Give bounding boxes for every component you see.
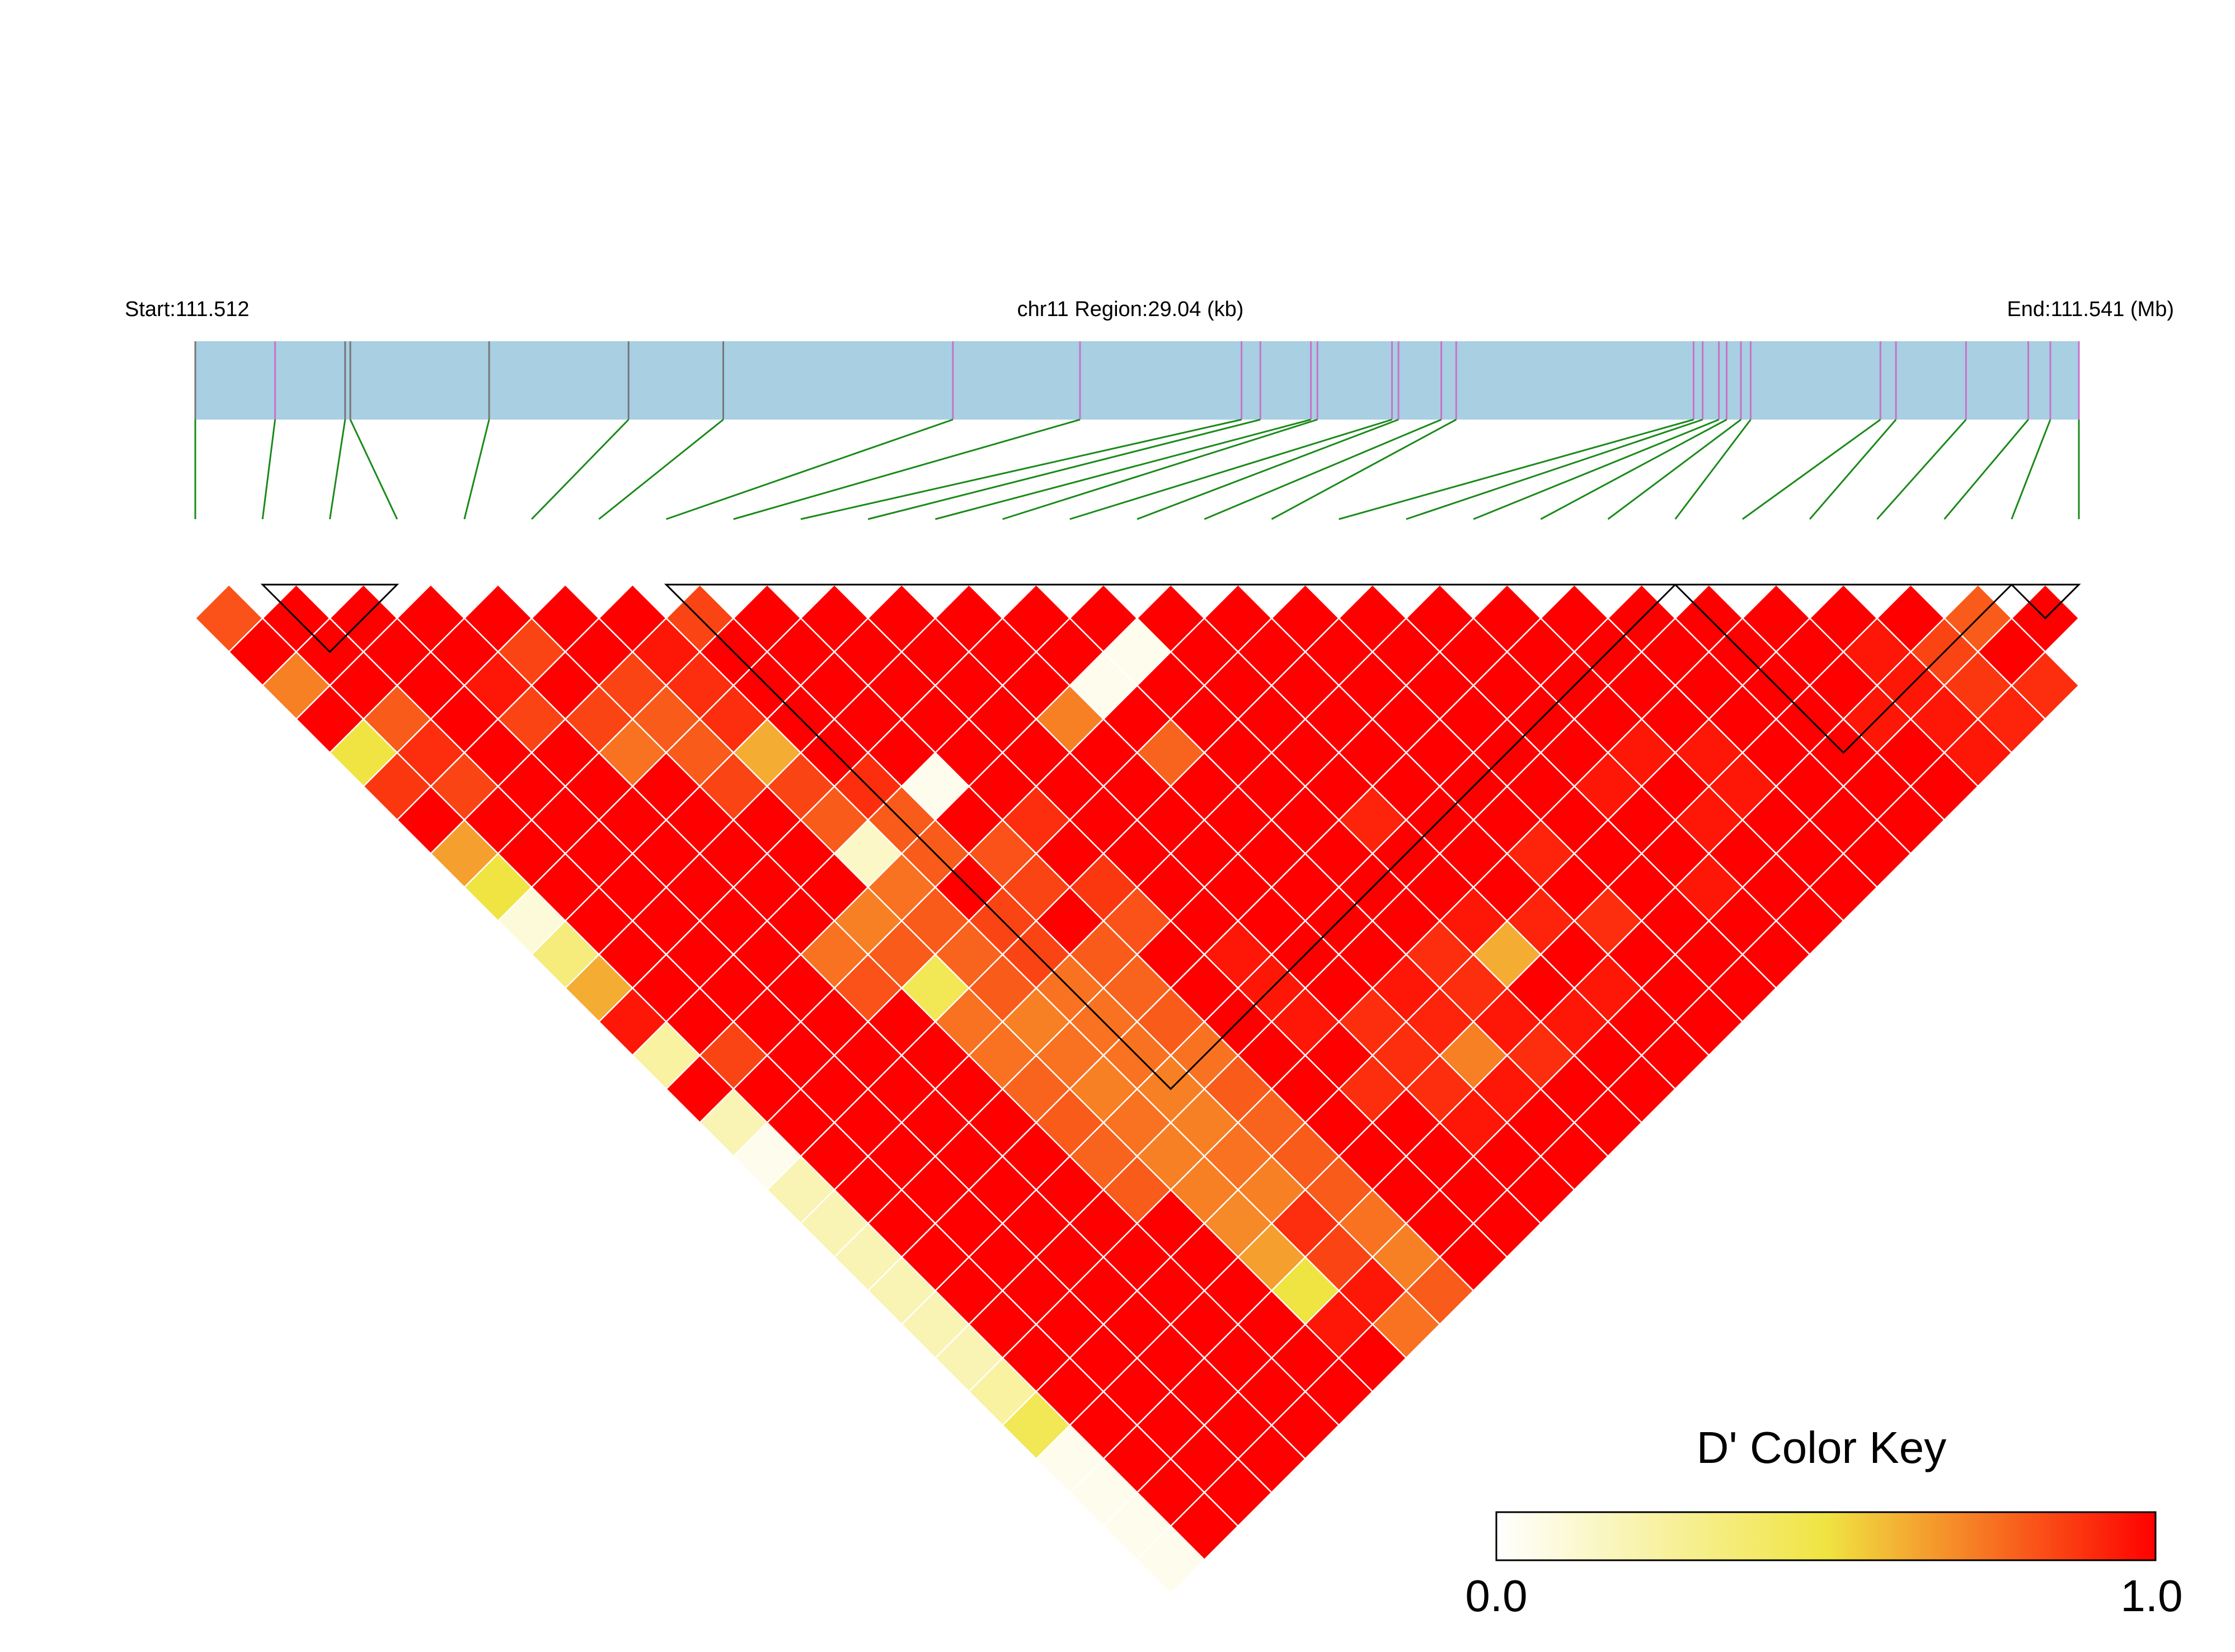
ld-block-outlines xyxy=(260,583,2081,1090)
ld-block-outline xyxy=(2009,583,2081,620)
snp-connector xyxy=(1069,418,1392,520)
chromosome-region-track xyxy=(195,341,2079,420)
ld-block-outline xyxy=(1673,583,2014,754)
color-key-gradient-bar xyxy=(1495,1511,2157,1561)
snp-connector xyxy=(1607,418,1742,520)
snp-connector xyxy=(2011,419,2051,520)
region-end-label: End:111.541 (Mb) xyxy=(2007,298,2174,321)
snp-connector xyxy=(800,418,1242,520)
snp-connector xyxy=(1002,418,1318,520)
ld-cell xyxy=(1136,1525,1205,1594)
ld-block-outline xyxy=(664,583,1678,1090)
ld-block-outline xyxy=(260,583,400,653)
color-key-min-label: 0.0 xyxy=(1465,1571,1527,1621)
snp-connector xyxy=(1876,419,1967,520)
snp-connector xyxy=(598,418,724,520)
snp-connector xyxy=(1809,419,1897,520)
snp-markers xyxy=(194,341,2080,420)
snp-connector xyxy=(1943,419,2029,520)
snp-connector xyxy=(328,419,346,520)
color-key-max-label: 1.0 xyxy=(2120,1571,2182,1621)
color-key: D' Color Key 0.0 1.0 xyxy=(1465,1423,2182,1621)
snp-connector xyxy=(1204,418,1442,520)
snp-connector xyxy=(666,418,954,520)
region-title: chr11 Region:29.04 (kb) xyxy=(1017,298,1244,321)
ld-matrix xyxy=(194,583,2080,1594)
snp-connector xyxy=(349,419,398,520)
snp-connector xyxy=(1742,418,1881,520)
color-key-title: D' Color Key xyxy=(1697,1423,1947,1472)
snp-connector xyxy=(1406,418,1703,520)
snp-connector xyxy=(733,418,1081,520)
region-start-label: Start:111.512 xyxy=(125,298,250,321)
snp-connector xyxy=(935,418,1312,520)
snp-connector xyxy=(530,418,630,520)
snp-connector xyxy=(1674,419,1752,520)
snp-connector xyxy=(867,418,1261,520)
snp-connector xyxy=(1339,418,1694,520)
snp-connector-lines xyxy=(194,418,2080,520)
snp-connector xyxy=(1540,418,1727,520)
snp-connector xyxy=(1473,418,1720,520)
snp-connector xyxy=(463,419,490,520)
snp-connector xyxy=(1271,418,1457,520)
snp-connector xyxy=(261,419,276,520)
snp-connector xyxy=(1137,418,1399,520)
